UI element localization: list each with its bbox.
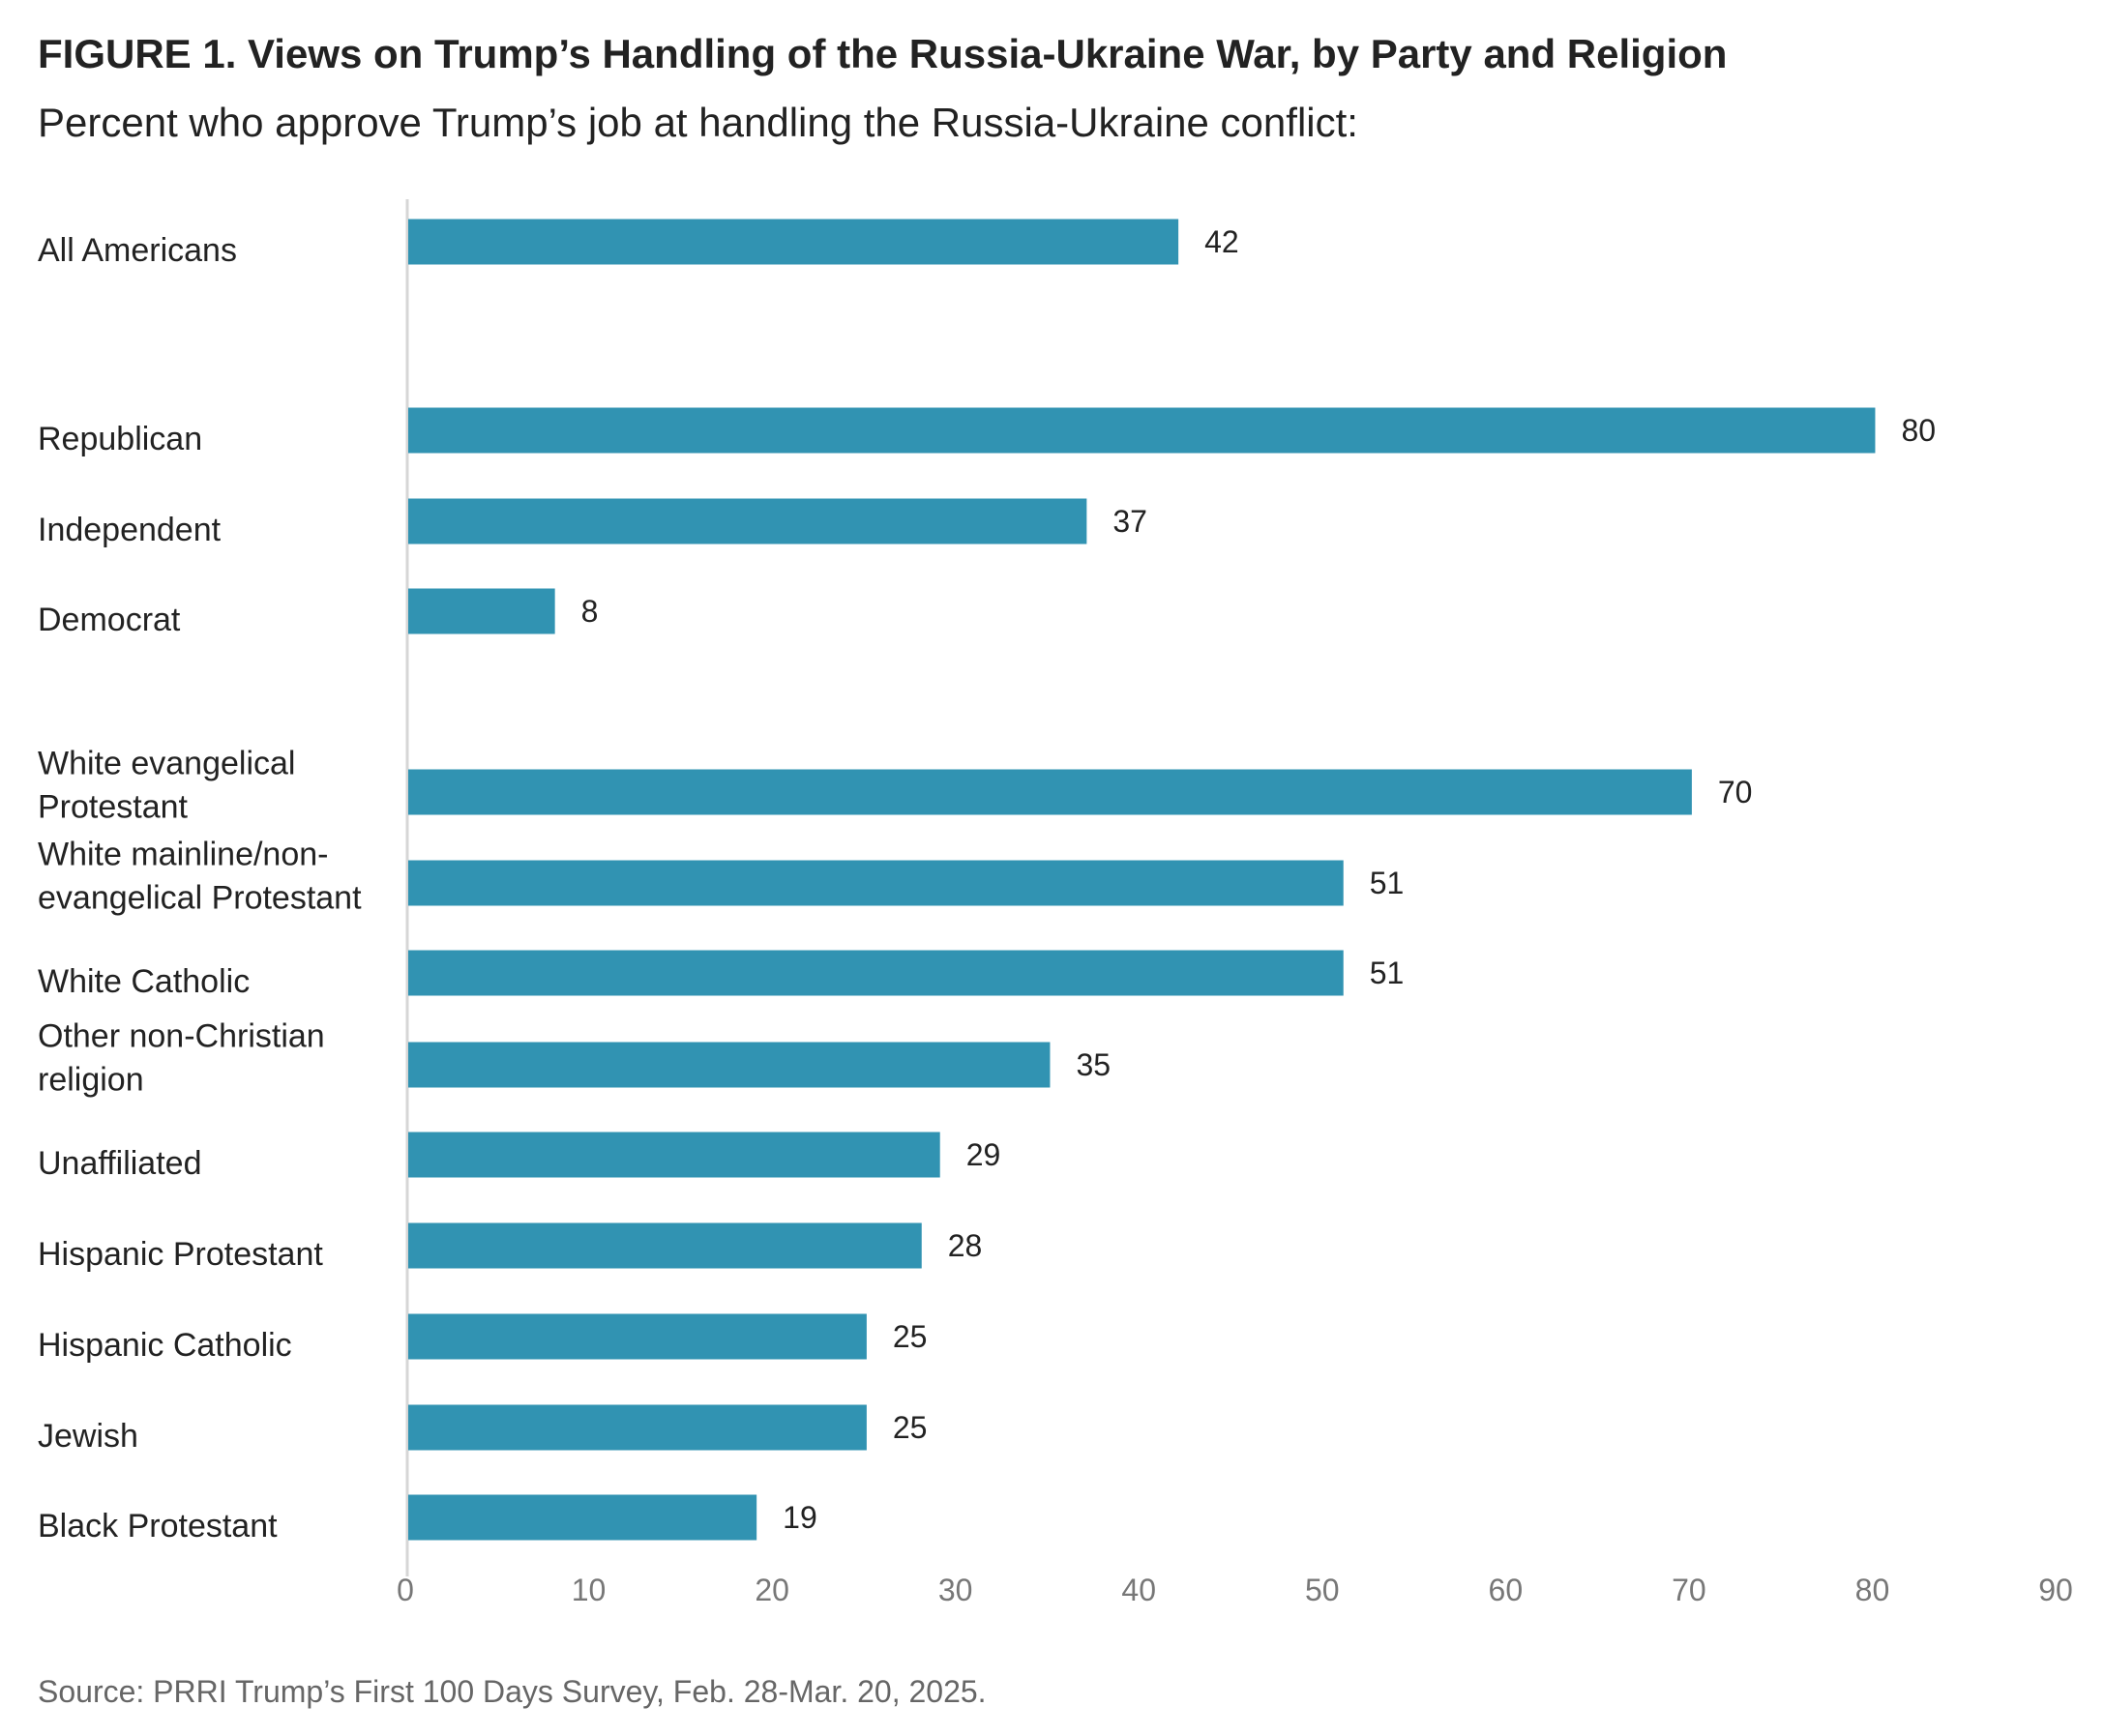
category-label: Jewish (38, 1418, 138, 1455)
bar (408, 588, 555, 634)
x-tick-label: 50 (1305, 1573, 1340, 1607)
category-label: Independent (38, 512, 222, 548)
data-label: 29 (966, 1137, 1001, 1172)
chart-subtitle: Percent who approve Trump’s job at handl… (38, 100, 1358, 145)
bar (408, 1222, 922, 1269)
x-tick-label: 70 (1672, 1573, 1706, 1607)
bar (408, 860, 1344, 906)
data-label: 19 (783, 1500, 817, 1535)
data-label: 70 (1718, 775, 1753, 809)
data-label: 25 (893, 1410, 928, 1445)
category-label: White Catholic (38, 963, 250, 1000)
x-tick-label: 80 (1855, 1573, 1890, 1607)
category-label: Democrat (38, 602, 181, 638)
category-label: Hispanic Protestant (38, 1236, 323, 1273)
bar (408, 1042, 1051, 1088)
category-label: White mainline/non- (38, 837, 328, 873)
data-label: 51 (1370, 956, 1405, 990)
data-label: 35 (1076, 1047, 1111, 1082)
data-label: 8 (581, 594, 599, 629)
data-label: 28 (948, 1228, 983, 1263)
bar (408, 1404, 867, 1451)
category-label: evangelical Protestant (38, 880, 362, 917)
category-label: White evangelical (38, 746, 295, 782)
category-label: Unaffiliated (38, 1145, 202, 1182)
bar (408, 950, 1344, 996)
category-label: Other non-Christian (38, 1018, 325, 1055)
x-tick-label: 60 (1489, 1573, 1524, 1607)
category-label: All Americans (38, 232, 237, 269)
x-tick-label: 30 (938, 1573, 973, 1607)
bar (408, 769, 1692, 815)
data-label: 51 (1370, 866, 1405, 900)
bar (408, 498, 1087, 544)
category-label: Hispanic Catholic (38, 1327, 292, 1364)
x-tick-label: 90 (2038, 1573, 2073, 1607)
category-label: Protestant (38, 789, 189, 826)
x-tick-label: 0 (397, 1573, 414, 1607)
category-label: Black Protestant (38, 1508, 278, 1545)
x-tick-label: 10 (572, 1573, 607, 1607)
data-label: 37 (1112, 504, 1147, 539)
bar (408, 1494, 757, 1541)
chart-source: Source: PRRI Trump’s First 100 Days Surv… (38, 1674, 987, 1709)
bar (408, 219, 1179, 265)
x-tick-label: 20 (755, 1573, 789, 1607)
bar (408, 1132, 940, 1178)
category-label: Republican (38, 421, 202, 457)
category-label: religion (38, 1062, 144, 1099)
chart-title: FIGURE 1. Views on Trump’s Handling of t… (38, 31, 1727, 76)
bar (408, 407, 1876, 454)
data-label: 42 (1204, 224, 1239, 259)
bar (408, 1313, 867, 1360)
x-tick-label: 40 (1121, 1573, 1156, 1607)
data-label: 25 (893, 1319, 928, 1354)
data-label: 80 (1901, 413, 1936, 448)
